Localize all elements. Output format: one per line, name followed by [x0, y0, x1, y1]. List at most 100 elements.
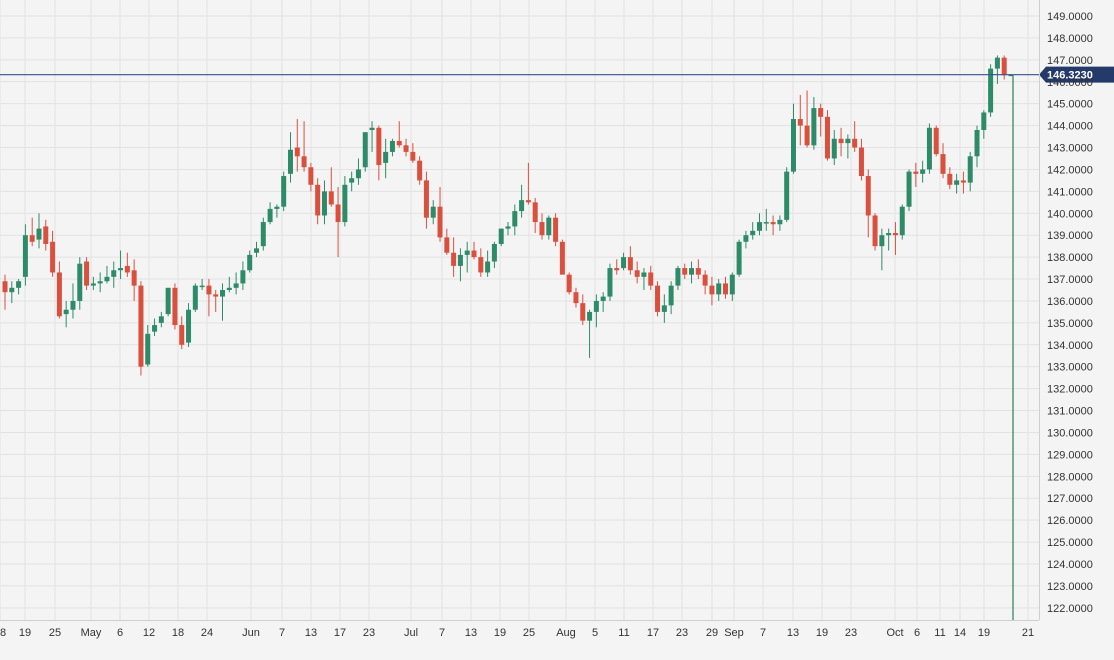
- candle[interactable]: [220, 283, 226, 321]
- candle[interactable]: [954, 173, 960, 194]
- candle[interactable]: [111, 261, 117, 288]
- candle[interactable]: [661, 294, 667, 323]
- candle[interactable]: [247, 250, 253, 273]
- candle[interactable]: [675, 265, 681, 290]
- candle[interactable]: [355, 158, 361, 185]
- candle[interactable]: [383, 138, 389, 179]
- candle[interactable]: [77, 257, 83, 310]
- candle[interactable]: [627, 246, 633, 275]
- candle[interactable]: [281, 171, 287, 212]
- candle[interactable]: [328, 167, 334, 207]
- candle[interactable]: [852, 121, 858, 152]
- candle[interactable]: [423, 171, 429, 229]
- candle[interactable]: [729, 272, 735, 301]
- candle[interactable]: [70, 283, 76, 319]
- candle[interactable]: [655, 281, 661, 317]
- candle[interactable]: [267, 202, 273, 225]
- candle[interactable]: [349, 171, 355, 192]
- candle[interactable]: [797, 94, 803, 146]
- candle[interactable]: [274, 204, 280, 218]
- candle[interactable]: [573, 287, 579, 308]
- candle[interactable]: [179, 316, 185, 350]
- candle[interactable]: [974, 125, 980, 168]
- candle[interactable]: [417, 156, 423, 185]
- candle[interactable]: [566, 272, 572, 295]
- candle[interactable]: [926, 123, 932, 174]
- candle[interactable]: [138, 281, 144, 376]
- candle[interactable]: [743, 230, 749, 249]
- candle[interactable]: [913, 162, 919, 187]
- candle[interactable]: [580, 294, 586, 326]
- candle[interactable]: [988, 64, 994, 117]
- candle[interactable]: [118, 250, 124, 280]
- candle[interactable]: [600, 292, 606, 312]
- candle[interactable]: [152, 318, 158, 337]
- candle[interactable]: [104, 265, 110, 284]
- candle[interactable]: [960, 171, 966, 194]
- candle[interactable]: [294, 119, 300, 172]
- candle[interactable]: [56, 261, 62, 319]
- candle[interactable]: [9, 281, 15, 304]
- candle[interactable]: [131, 259, 137, 301]
- candle[interactable]: [186, 303, 192, 347]
- candle[interactable]: [614, 259, 620, 275]
- candle[interactable]: [498, 228, 504, 247]
- candle[interactable]: [716, 279, 722, 301]
- candle[interactable]: [403, 138, 409, 157]
- candle[interactable]: [512, 204, 518, 236]
- candle[interactable]: [736, 239, 742, 277]
- candle[interactable]: [505, 222, 511, 236]
- candle[interactable]: [430, 200, 436, 225]
- candle[interactable]: [519, 184, 525, 218]
- candle[interactable]: [471, 241, 477, 260]
- candle[interactable]: [254, 241, 259, 258]
- candle[interactable]: [593, 294, 599, 328]
- candle[interactable]: [838, 127, 844, 157]
- candle[interactable]: [804, 90, 810, 148]
- candle[interactable]: [240, 261, 246, 290]
- candle[interactable]: [994, 55, 1000, 84]
- candle[interactable]: [607, 263, 613, 301]
- candle[interactable]: [872, 213, 878, 251]
- candle[interactable]: [933, 125, 939, 157]
- candle[interactable]: [158, 311, 164, 328]
- candle[interactable]: [90, 276, 96, 290]
- candle[interactable]: [206, 279, 212, 317]
- candle[interactable]: [532, 197, 538, 234]
- candle[interactable]: [213, 290, 219, 312]
- candle[interactable]: [539, 213, 545, 240]
- candle[interactable]: [525, 162, 531, 205]
- candle[interactable]: [464, 241, 470, 273]
- candle[interactable]: [818, 103, 824, 137]
- candle[interactable]: [648, 265, 654, 290]
- candle[interactable]: [457, 248, 463, 282]
- candle[interactable]: [770, 215, 776, 236]
- candle[interactable]: [920, 160, 926, 183]
- candle[interactable]: [682, 263, 688, 280]
- candle[interactable]: [824, 110, 830, 161]
- candle[interactable]: [165, 287, 171, 317]
- candle[interactable]: [845, 134, 851, 159]
- candle[interactable]: [376, 125, 382, 181]
- candle[interactable]: [172, 283, 178, 330]
- candle[interactable]: [790, 103, 796, 174]
- candle[interactable]: [485, 250, 491, 277]
- candle[interactable]: [260, 217, 266, 251]
- candle[interactable]: [369, 121, 375, 152]
- candle[interactable]: [811, 97, 817, 150]
- candle[interactable]: [335, 186, 341, 258]
- candle[interactable]: [634, 261, 640, 284]
- candle[interactable]: [478, 248, 484, 277]
- candle[interactable]: [865, 169, 871, 238]
- candle[interactable]: [757, 213, 762, 236]
- candle[interactable]: [451, 237, 457, 277]
- candle[interactable]: [145, 325, 151, 367]
- candle[interactable]: [410, 143, 416, 163]
- candle[interactable]: [879, 228, 885, 271]
- candle[interactable]: [389, 138, 395, 157]
- candle[interactable]: [559, 239, 565, 275]
- candle[interactable]: [777, 215, 783, 231]
- candle[interactable]: [301, 121, 307, 172]
- candle[interactable]: [29, 217, 35, 247]
